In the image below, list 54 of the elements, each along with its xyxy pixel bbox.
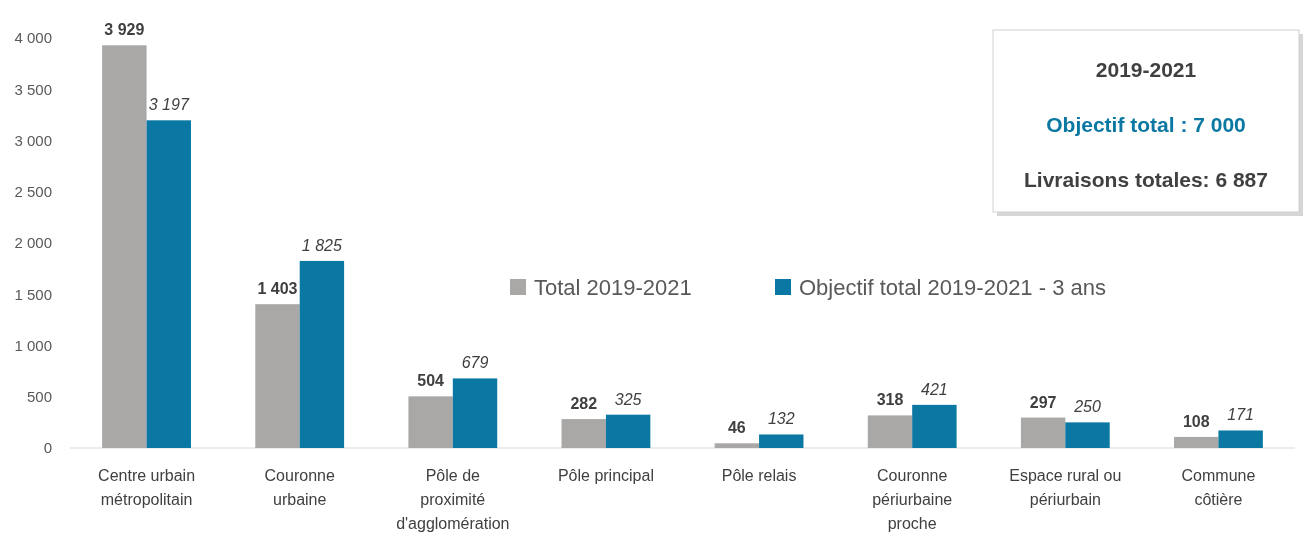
y-tick-label: 4 000 xyxy=(14,29,52,47)
data-label: 250 xyxy=(1073,398,1101,416)
data-label: 282 xyxy=(570,395,598,413)
bar xyxy=(102,45,147,448)
y-tick-label: 500 xyxy=(26,388,52,405)
bar xyxy=(1065,422,1110,448)
bar xyxy=(299,260,345,448)
data-label: 108 xyxy=(1182,412,1210,430)
data-label: 1 825 xyxy=(301,236,343,254)
data-label: 3 929 xyxy=(104,21,145,39)
data-label: 421 xyxy=(921,380,948,398)
data-label: 325 xyxy=(614,390,642,408)
bar xyxy=(1218,430,1263,448)
bar xyxy=(1174,436,1219,448)
data-label: 679 xyxy=(461,354,489,372)
data-label: 318 xyxy=(876,391,904,409)
x-tick-label: Couronne urbaine xyxy=(264,467,335,508)
bar xyxy=(714,443,760,448)
legend-label: Total 2019-2021 xyxy=(534,274,692,300)
x-tick-label: Pôle de proximité d'agglomération xyxy=(396,467,510,532)
x-tick-label: Commune côtière xyxy=(1181,467,1256,508)
x-tick-label: Pôle relais xyxy=(721,467,797,484)
x-tick-label: Centre urbain métropolitain xyxy=(98,467,196,508)
y-tick-label: 3 500 xyxy=(14,80,52,98)
y-tick-label: 0 xyxy=(43,439,52,457)
x-tick-label: Espace rural ou périurbain xyxy=(1009,467,1122,508)
bar xyxy=(912,404,957,448)
data-label: 1 403 xyxy=(257,280,298,298)
bar xyxy=(867,415,913,448)
bar xyxy=(255,304,300,448)
annotation: Livraisons totales: 6 887 xyxy=(1024,168,1268,192)
bar xyxy=(605,414,651,448)
x-tick-label: Pôle principal xyxy=(557,467,654,484)
bar xyxy=(561,419,606,448)
y-tick-label: 3 000 xyxy=(14,131,52,149)
data-label: 504 xyxy=(417,372,445,390)
data-label: 3 197 xyxy=(148,96,190,114)
x-tick-label: Couronne périurbaine proche xyxy=(872,467,953,532)
annotation: 2019-2021 xyxy=(1095,58,1197,82)
data-label: 132 xyxy=(767,410,795,428)
bar xyxy=(1020,417,1066,448)
bar xyxy=(146,120,191,448)
y-tick-label: 1 500 xyxy=(14,285,52,303)
data-label: 46 xyxy=(727,419,746,437)
bar xyxy=(759,434,804,448)
data-label: 171 xyxy=(1227,406,1254,424)
y-tick-label: 2 000 xyxy=(14,234,52,252)
bar xyxy=(452,378,498,448)
y-tick-label: 1 000 xyxy=(14,336,52,354)
bar xyxy=(408,396,453,448)
legend-label: Objectif total 2019-2021 - 3 ans xyxy=(799,274,1106,300)
data-label: 297 xyxy=(1029,393,1057,411)
y-tick-label: 2 500 xyxy=(14,183,52,200)
annotation: Objectif total : 7 000 xyxy=(1046,113,1246,137)
